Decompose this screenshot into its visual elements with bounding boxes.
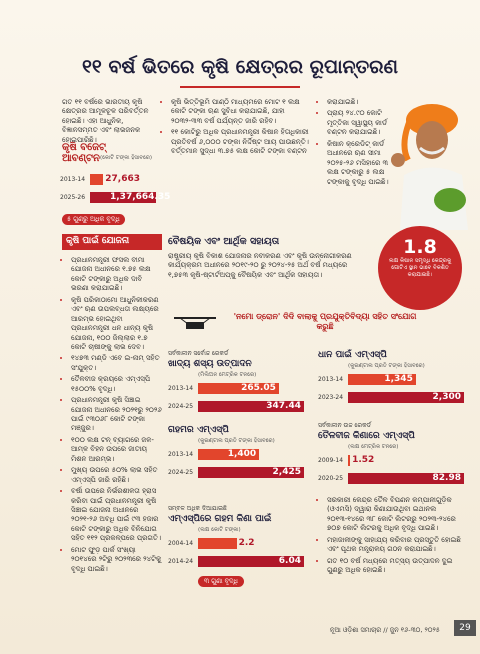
chart: ସର୍ବକାଳୀନ ସର୍ବୋଚ୍ଚ ରେକର୍ଡ ଖାଦ୍ୟ ଶସ୍ୟ ଉତ୍ପ…: [168, 350, 308, 430]
chart-title: ଧାନ ପାଇଁ ଏମ୍‌ଏସ୍‌ପି: [318, 350, 387, 360]
chart-unit: (ଲକ୍ଷ କୋଟି ଟଙ୍କା): [198, 527, 241, 533]
category-label: 2023-24: [318, 394, 344, 401]
bar: [198, 538, 237, 549]
drone-text: 'ନମୋ ଡ୍ରୋନ' ଦିଦି ବାଲାକୁ ପ୍ରଯୁକ୍ତିବିଦ୍ୟା …: [233, 312, 417, 331]
highlight-value: 1.8: [403, 236, 437, 258]
title: ୧୧ ବର୍ଷ ଭିତରେ କୃଷି କ୍ଷେତ୍ରର ରୂପାନ୍ତରଣ: [82, 56, 398, 78]
support-text: ରାଷ୍ଟ୍ରୀୟ କୃଷି ବିକାଶ ଯୋଜନାର ନବୀକରଣ ଏବଂ କ…: [168, 252, 352, 279]
value-label: 6.04: [278, 556, 301, 566]
value-label: 2.2: [238, 538, 255, 548]
bullet: ମୁଖ୍ୟ ଉପରେ ୫୦% ଲାଭ ସହିତ ଏମ୍‌ଏସ୍‌ପି ଜାରି …: [71, 466, 162, 485]
category-label: 2024-25: [168, 403, 194, 410]
chart-unit: (କୁଇଣ୍ଟାଲ ପ୍ରତି ଟଙ୍କା ହିସାବରେ): [348, 363, 425, 369]
value-label: 1.52: [352, 455, 375, 465]
category-label: 2025-26: [60, 194, 86, 201]
bar: [348, 374, 416, 385]
col2: କୃଷି ଭିତ୍ତିଭୂମି ପାଣ୍ଠି ମାଧ୍ୟମରେ ମୋଟ ୧ ଲକ…: [162, 98, 312, 159]
schemes-band: [62, 234, 162, 250]
budget-note: ୫ ଗୁଣରୁ ଅଧିକ ବୃଦ୍ଧି: [62, 214, 125, 225]
bullet: ୧୪୭୩ ମଣ୍ଡି ଏବେ ଇ-ନାମ୍ ସହିତ ସଂଯୁକ୍ତ।: [71, 354, 162, 373]
rule: [180, 86, 300, 88]
bar: [198, 401, 304, 412]
chart: ଗହମର ଏମ୍‌ଏସ୍‌ପି (କୁଇଣ୍ଟାଲ ପ୍ରତି ଟଙ୍କା ହିସ…: [168, 425, 308, 505]
bullet: ଗତ ୧୦ ବର୍ଷ ମଧ୍ୟରେ ମତ୍ସ୍ୟ ଉତ୍ପାଦନ ଦୁଇ ଗୁଣ…: [327, 557, 468, 576]
value-label: 2,425: [272, 467, 301, 477]
chart-pretitle: ସର୍ବକାଳୀନ ସର୍ବୋଚ୍ଚ ରେକର୍ଡ: [168, 350, 229, 357]
budget-title: କୃଷି ବଜେଟ୍ ଆବଣ୍ଟନ: [62, 142, 106, 164]
bullet: କରାଯାଇଛି।: [327, 98, 396, 107]
chart-pretitle: ସର୍ବକାଳୀନ ଉଚ୍ଚ ରେକର୍ଡ: [318, 422, 371, 429]
footer-source: ନୂଆ ଓଡ଼ିଶା ସମାଚାର // ଜୁନ ୧୬-୩୦, ୨୦୨୫: [330, 626, 440, 634]
bullet: ୧୦୦ ଲକ୍ଷ ଟନ୍ ବ୍ୟାଗରେ ଜଳ-ଆମ୍ଳ ବିହନ ଉପରେ ଜ…: [71, 436, 162, 464]
chart: ସର୍ବକାଳୀନ ଉଚ୍ଚ ରେକର୍ଡ ତୈଳବୀଜ କିଣାରେ ଏମ୍‌ଏ…: [318, 422, 468, 502]
bullet: ୧୧ କୋଟିରୁ ଅଧିକ ପ୍ରଧାନମନ୍ତ୍ରୀ କିଷାନ ହିତାଧ…: [171, 128, 312, 156]
category-label: 2013-14: [318, 376, 344, 383]
bullet: ମହାଜାଳୀଙ୍କୁ ସାହାଯ୍ୟ କରିବାର ପ୍ରସ୍ତୁତି ହୋଇ…: [327, 536, 468, 555]
category-label: 2013-14: [168, 385, 194, 392]
bar: [348, 455, 351, 466]
category-label: 2024-25: [168, 469, 194, 476]
bullet: ପ୍ରଧାନମନ୍ତ୍ରୀ ଫସଲ ବୀମା ଯୋଜନା ଅଧୀନରେ ୧.୭୫…: [71, 256, 162, 294]
value-label: 1,400: [227, 449, 257, 459]
right-bullets: ସରକାରୀ କେନ୍ଦ୍ର ତୈଳ ବିପଣନ କମ୍ପାନୀଗୁଡ଼ିକ (…: [318, 496, 468, 578]
value-label: 82.98: [432, 473, 461, 483]
value-label: 27,663: [105, 174, 140, 184]
budget-unit: (କୋଟି ଟଙ୍କା ହିସାବରେ): [100, 155, 153, 161]
bar: [90, 174, 104, 185]
col3: କରାଯାଇଛି। ପ୍ରାୟ ୨୪.୯୦ କୋଟି ମୃତ୍ତିକା ସ୍ୱାସ…: [318, 98, 396, 189]
category-label: 2013-14: [168, 451, 194, 458]
farmer-illustration: [391, 104, 468, 230]
drone-icon: [174, 317, 216, 329]
category-label: 2020-25: [318, 475, 344, 482]
support-title: ବୈଷୟିକ ଏବଂ ଆର୍ଥିକ ସହାୟତା: [168, 236, 280, 247]
page-number: 29: [454, 620, 476, 636]
chart-title: ତୈଳବୀଜ କିଣାରେ ଏମ୍‌ଏସ୍‌ପି: [318, 431, 415, 441]
chart-unit: (ଲକ୍ଷ ମେଟ୍ରିକ ଟନରେ): [348, 444, 399, 450]
value-label: 347.44: [266, 401, 301, 411]
bullet: ସରକାରୀ କେନ୍ଦ୍ର ତୈଳ ବିପଣନ କମ୍ପାନୀଗୁଡ଼ିକ (…: [327, 496, 468, 534]
value-label: 2,300: [432, 392, 461, 402]
category-label: 2004-14: [168, 540, 194, 547]
category-label: 2013-14: [60, 176, 86, 183]
chart: ଧାନ ପାଇଁ ଏମ୍‌ଏସ୍‌ପି (କୁଇଣ୍ଟାଲ ପ୍ରତି ଟଙ୍କା…: [318, 350, 468, 430]
value-label: 1,37,664.35: [110, 192, 171, 202]
bar: [198, 383, 279, 394]
chart-unit: (ମିଲିଅନ ମେଟ୍ରିକ ଟନରେ): [198, 372, 257, 378]
bar: [348, 392, 464, 403]
bar: [198, 449, 260, 460]
bar: [198, 467, 304, 478]
bullet: ମୋଟ ଫୁଡ଼ ପାର୍କ ସଂଖ୍ୟା ୨୦୧୪ରେ ୨ଟିରୁ ୨୦୨୩ର…: [71, 546, 162, 574]
bullet: କୃଷି ଭିତ୍ତିଭୂମି ପାଣ୍ଠି ମାଧ୍ୟମରେ ମୋଟ ୧ ଲକ…: [171, 98, 312, 126]
intro: ଗତ ୧୧ ବର୍ଷରେ ଭାରତୀୟ କୃଷି କ୍ଷେତ୍ରର ଆମୂଳଚୂ…: [62, 98, 149, 144]
category-label: 2009-14: [318, 457, 344, 464]
bar: [348, 473, 464, 484]
bar: [198, 556, 304, 567]
chart-title: ଗହମର ଏମ୍‌ଏସ୍‌ପି: [168, 425, 229, 435]
bullet: କିଷାନ କ୍ରେଡିଟ୍ କାର୍ଡ ଅଧୀନରେ ଋଣ ସୀମା ୨୦୨୫…: [327, 140, 396, 187]
bullet: ତୈଳବୀଜ କ୍ରୟରେ ଏମ୍‌ଏସ୍‌ପି ୧୫୦୦% ବୃଦ୍ଧି।: [71, 375, 162, 394]
bullet: ବର୍ଷା ଉପରେ ନିର୍ଭରଶୀଳତା ହ୍ରାସ କରିବା ପାଇଁ …: [71, 487, 162, 544]
bar: [90, 192, 156, 203]
bullet: କୃଷି ପରିକାଠାମୋ ଆଧୁନିକୀକରଣ ଏବଂ ଋଣ ଉପଲବ୍ଧତ…: [71, 296, 162, 353]
schemes-title: କୃଷି ପାଇଁ ଯୋଜନା: [66, 236, 130, 246]
value-label: 1,345: [384, 374, 413, 384]
budget-chart: 2013-14 27,663 2025-26 1,37,664.35: [60, 168, 171, 218]
chart: ସମ୍ବଳ ଅଧିକ ଦିଆଯାଇଛି ଏମ୍‌ଏସ୍‌ପିରେ ଗହମ କିଣା…: [168, 505, 308, 587]
highlight-circle: 1.8 ଲକ୍ଷ କିଷାନ ସମୃଦ୍ଧି କେନ୍ଦ୍ରକୁ ଗୋଟିଏ ସ…: [378, 226, 462, 310]
chart-title: ଖାଦ୍ୟ ଶସ୍ୟ ଉତ୍ପାଦନ: [168, 359, 252, 369]
chart-title: ଏମ୍‌ଏସ୍‌ପିରେ ଗହମ କିଣା ପାଇଁ: [168, 514, 272, 524]
highlight-text: ଲକ୍ଷ କିଷାନ ସମୃଦ୍ଧି କେନ୍ଦ୍ରକୁ ଗୋଟିଏ ସ୍ଥାନ…: [388, 258, 452, 279]
schemes: ପ୍ରଧାନମନ୍ତ୍ରୀ ଫସଲ ବୀମା ଯୋଜନା ଅଧୀନରେ ୧.୭୫…: [62, 256, 162, 576]
bullet: ପ୍ରାୟ ୨୪.୯୦ କୋଟି ମୃତ୍ତିକା ସ୍ୱାସ୍ଥ୍ୟ କାର୍…: [327, 109, 396, 137]
chart-note: ୩ ଗୁଣା ବୃଦ୍ଧି: [198, 576, 244, 587]
chart-unit: (କୁଇଣ୍ଟାଲ ପ୍ରତି ଟଙ୍କା ହିସାବରେ): [198, 438, 275, 444]
chart-pretitle: ସମ୍ବଳ ଅଧିକ ଦିଆଯାଇଛି: [168, 505, 227, 512]
category-label: 2014-24: [168, 558, 194, 565]
value-label: 265.05: [241, 383, 276, 393]
bullet: ପ୍ରଧାନମନ୍ତ୍ରୀ କୃଷି ସିଞ୍ଚାଇ ଯୋଜନା ଅଧୀନରେ …: [71, 396, 162, 434]
